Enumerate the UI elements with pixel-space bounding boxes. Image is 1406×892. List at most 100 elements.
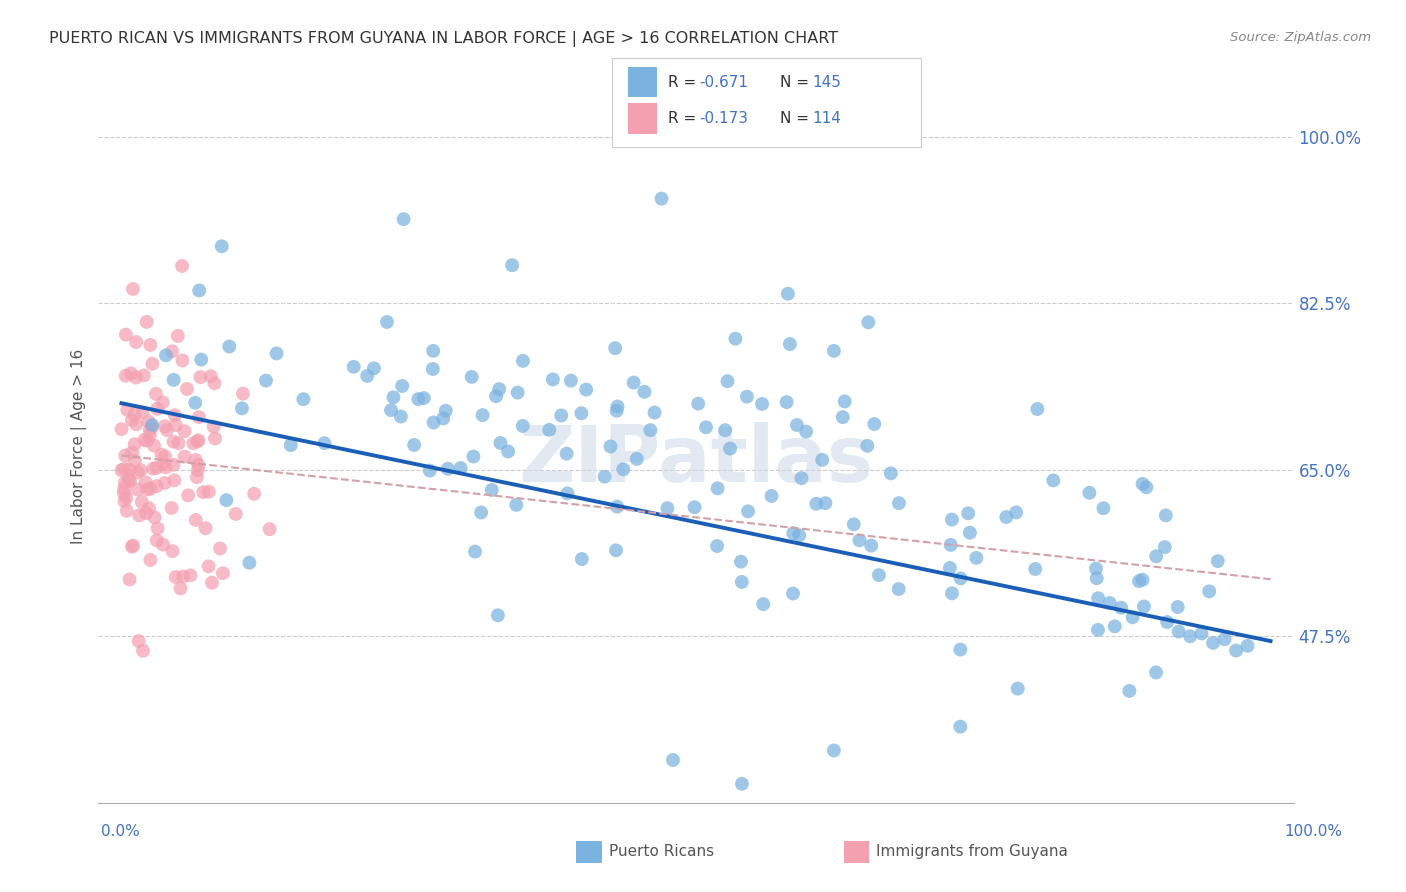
Point [605, 341, 627, 355]
Point [134, 433, 156, 447]
Point [606, 400, 628, 414]
Point [392, 212, 415, 227]
Point [375, 315, 398, 329]
Point [1144, 549, 1167, 564]
Point [204, 376, 226, 391]
Point [1167, 600, 1189, 615]
Point [124, 437, 146, 451]
Point [571, 406, 593, 420]
Point [706, 539, 728, 553]
Point [143, 439, 166, 453]
Point [380, 403, 402, 417]
Point [856, 439, 879, 453]
Point [363, 361, 385, 376]
Point [132, 405, 155, 419]
Point [790, 471, 813, 485]
Point [1132, 476, 1154, 491]
Point [939, 561, 962, 575]
Point [650, 192, 672, 206]
Point [139, 482, 162, 496]
Point [128, 634, 150, 648]
Point [215, 493, 238, 508]
Point [115, 327, 138, 342]
Point [110, 463, 132, 477]
Point [114, 494, 136, 508]
Point [1087, 623, 1109, 637]
Point [941, 512, 963, 526]
Point [779, 337, 801, 351]
Point [1085, 571, 1108, 585]
Text: 0.0%: 0.0% [101, 824, 141, 838]
Point [266, 346, 288, 360]
Point [187, 434, 209, 448]
Point [194, 521, 217, 535]
Point [163, 458, 186, 472]
Point [190, 352, 212, 367]
Text: PUERTO RICAN VS IMMIGRANTS FROM GUYANA IN LABOR FORCE | AGE > 16 CORRELATION CHA: PUERTO RICAN VS IMMIGRANTS FROM GUYANA I… [49, 31, 838, 47]
Point [662, 753, 685, 767]
Point [939, 538, 962, 552]
Point [135, 475, 157, 490]
Point [949, 642, 972, 657]
Point [152, 538, 174, 552]
Point [470, 505, 492, 519]
Point [163, 473, 186, 487]
Point [128, 508, 150, 523]
Point [880, 467, 903, 481]
Point [197, 559, 219, 574]
Point [110, 422, 132, 436]
Point [782, 586, 804, 600]
Point [471, 408, 494, 422]
Point [201, 575, 224, 590]
Text: Source: ZipAtlas.com: Source: ZipAtlas.com [1230, 31, 1371, 45]
Point [404, 438, 426, 452]
Point [129, 463, 152, 477]
Point [136, 483, 159, 497]
Point [186, 470, 208, 484]
Point [212, 566, 235, 581]
Point [1078, 485, 1101, 500]
Point [735, 390, 758, 404]
Point [408, 392, 430, 406]
Point [209, 541, 232, 556]
Text: ZIPatlas: ZIPatlas [519, 422, 873, 499]
Point [751, 397, 773, 411]
Point [786, 417, 808, 432]
Point [1225, 643, 1247, 657]
Point [118, 474, 141, 488]
Point [238, 556, 260, 570]
Point [117, 402, 139, 417]
Point [183, 436, 205, 450]
Point [1156, 615, 1178, 629]
Point [860, 539, 883, 553]
Point [136, 434, 159, 448]
Point [560, 374, 582, 388]
Point [450, 461, 472, 475]
Point [122, 539, 145, 553]
Point [775, 395, 797, 409]
Point [200, 369, 222, 384]
Point [858, 315, 880, 329]
Text: R =: R = [668, 75, 702, 89]
Point [146, 521, 169, 535]
Point [187, 463, 209, 477]
Point [184, 396, 207, 410]
Point [823, 743, 845, 757]
Point [356, 368, 378, 383]
Text: -0.671: -0.671 [699, 75, 748, 89]
Point [512, 418, 534, 433]
Point [842, 517, 865, 532]
Point [538, 423, 561, 437]
Point [1154, 508, 1177, 523]
Point [188, 370, 211, 384]
Point [211, 239, 233, 253]
Point [848, 533, 870, 548]
Point [949, 571, 972, 585]
Point [139, 338, 162, 352]
Point [254, 374, 277, 388]
Point [153, 475, 176, 490]
Point [127, 466, 149, 480]
Point [197, 484, 219, 499]
Point [124, 454, 146, 468]
Point [114, 368, 136, 383]
